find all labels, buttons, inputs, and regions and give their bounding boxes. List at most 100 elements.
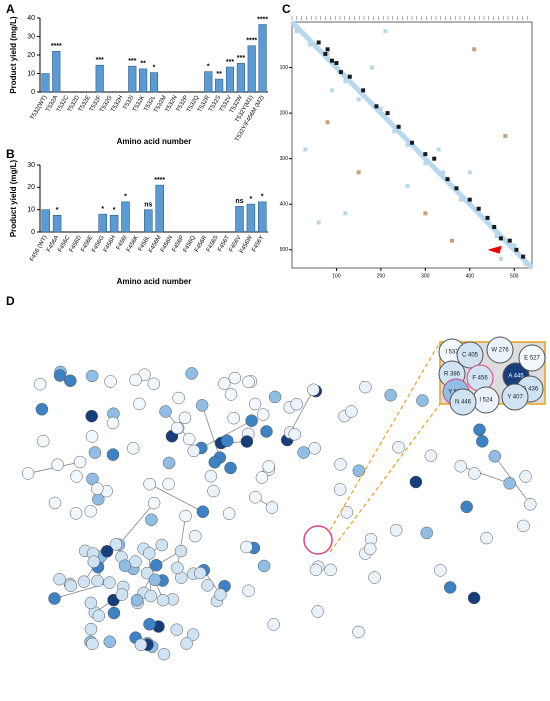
network-node [178,411,192,425]
contact-point [356,170,361,175]
network-node [420,526,433,540]
contact-point [410,140,414,145]
network-node [228,371,242,385]
network-node [307,383,320,397]
network-node [193,566,207,580]
network-node [64,579,78,593]
contact-point [356,97,361,102]
contact-point [361,88,366,93]
network-node [519,470,532,483]
bar [204,71,213,93]
network-node [434,564,447,577]
contact-point [441,170,446,175]
y-tick-label: 40 [27,15,35,22]
contact-point [432,156,437,161]
contact-point [514,247,519,252]
network-node [189,529,202,543]
network-node [392,441,405,454]
contact-point [467,197,472,202]
network-node [359,380,372,394]
inset-node-label: Y 407 [507,395,523,401]
network-node [503,477,516,490]
network-node [106,416,120,430]
network-node [84,622,98,636]
network-node [21,467,35,480]
contact-point [512,243,517,248]
network-node [201,579,214,592]
network-node [224,461,237,475]
network-node [103,576,116,589]
y-tick-label: 0 [31,229,35,236]
x-tick-label: 300 [421,273,430,279]
network-node [262,460,275,473]
network-node [172,391,185,405]
y-axis-label: Product yield (mg/L) [9,160,18,238]
contact-point [476,206,481,211]
network-node [84,504,97,518]
network-node [171,561,184,575]
contact-point [492,225,497,229]
y-tick-label: 10 [27,70,35,77]
bar [149,72,159,93]
network-node [488,450,502,463]
network-node [143,547,156,560]
zoom-line [329,341,441,531]
network-node [240,540,253,554]
network-node [227,411,240,425]
inset-node-label: I 533 [445,350,459,356]
network-node [255,471,269,484]
network-node [182,432,196,446]
network-node [155,538,169,552]
network-node [352,464,366,478]
network-node [204,469,218,483]
network-node [69,507,83,520]
contact-point [445,177,450,182]
inset-node [518,344,546,372]
edge [201,405,221,458]
contact-point [423,211,428,216]
network-node [64,374,77,388]
network-node [208,455,222,469]
contact-point [472,47,477,52]
contact-point [307,42,312,47]
network-node [156,593,170,607]
network-node [148,573,162,587]
network-node [53,572,66,586]
contact-point [347,74,352,79]
contact-point [503,133,508,138]
network-node [48,592,61,605]
network-node [130,593,144,607]
contact-point [423,161,428,166]
contact-point [498,236,503,241]
inset-node-label: C 405 [462,353,479,359]
network-node [35,403,49,416]
network-node [222,507,236,520]
network-node [106,448,120,461]
network-node [126,442,140,455]
contact-point [343,79,348,84]
x-tick-label: 100 [332,273,341,279]
significance: ns [235,198,243,205]
bar [139,68,148,93]
y-tick-label: 10 [27,207,35,214]
bar [52,51,61,93]
inset-node-label: G 436 [522,387,539,393]
contact-point [454,186,459,191]
network-node [53,369,67,382]
contact-point [458,197,463,202]
network-node [77,575,91,588]
network-node [324,563,337,577]
network-node [242,584,255,598]
network-node [87,555,101,568]
y-tick-label: 20 [27,52,35,59]
network-node [224,388,238,401]
significance: *** [96,57,104,64]
y-tick-label: 200 [280,110,289,116]
y-tick-label: 20 [27,184,35,191]
network-node [308,442,321,455]
network-node [33,378,47,391]
contact-point [316,220,321,225]
inset-node-label: F 456 [472,376,488,382]
network-node [37,434,50,448]
